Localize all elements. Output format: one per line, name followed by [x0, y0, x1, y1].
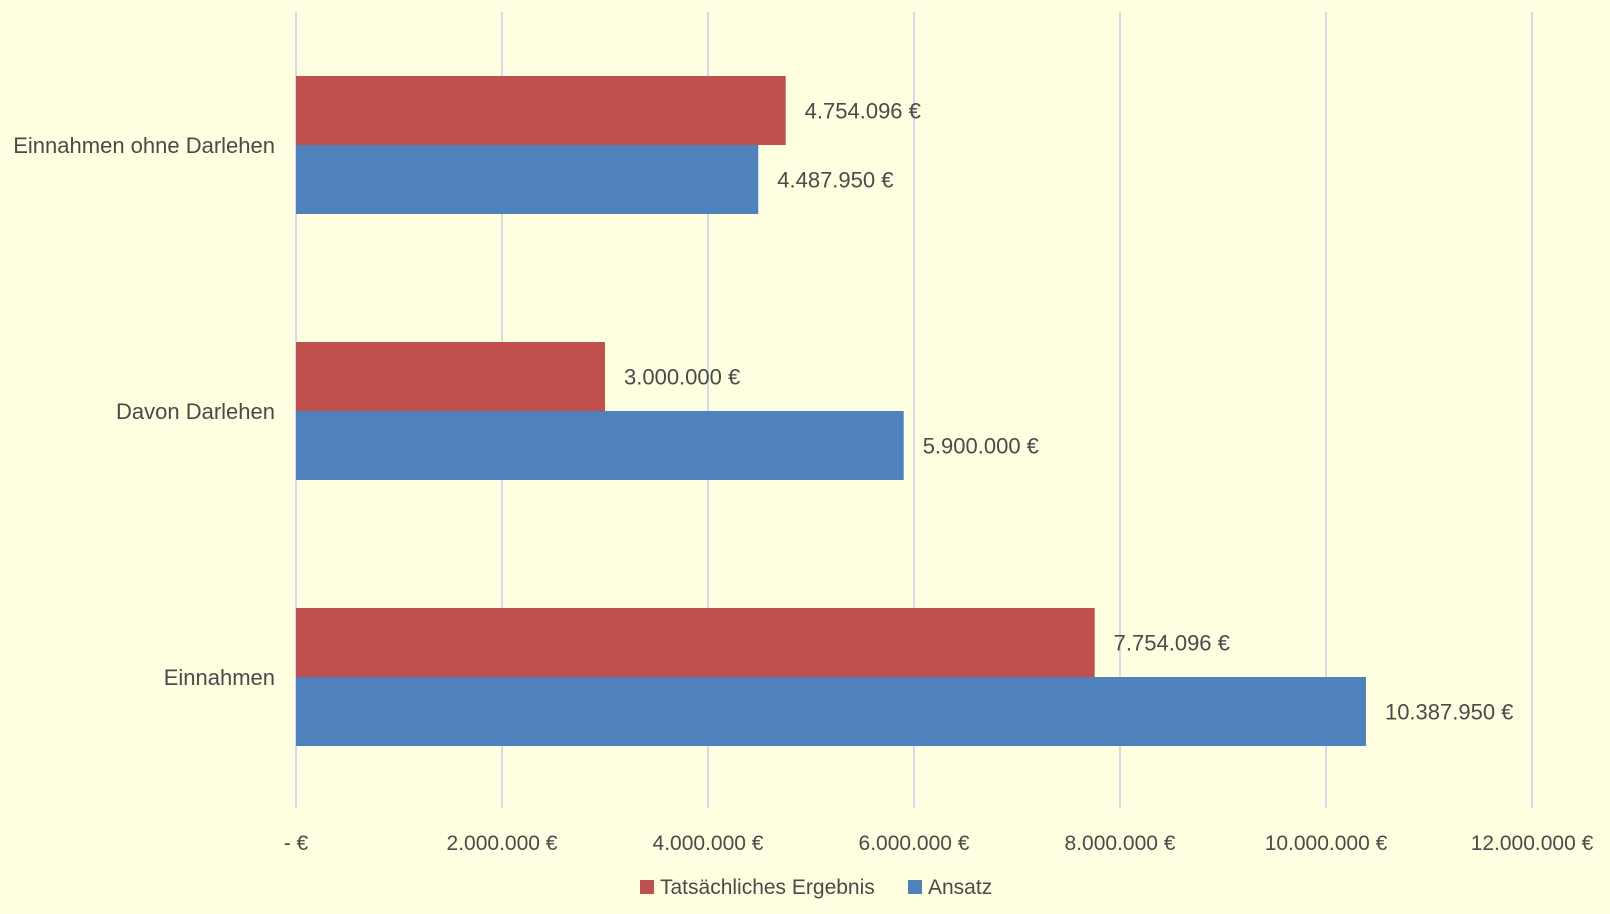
data-label: 3.000.000 € [624, 365, 740, 390]
data-label: 10.387.950 € [1385, 700, 1513, 725]
x-tick-label: 8.000.000 € [1065, 832, 1176, 855]
data-label: 7.754.096 € [1114, 631, 1230, 656]
x-tick-label: - € [284, 832, 309, 855]
x-tick-label: 10.000.000 € [1265, 832, 1388, 855]
category-labels: Einnahmen ohne Darlehen Davon Darlehen Ein… [13, 133, 275, 690]
legend-swatch [908, 880, 922, 894]
data-labels: 4.754.096 € 4.487.950 € 3.000.000 € 5.900.0… [624, 99, 1513, 725]
bar-ergebnis [296, 76, 786, 145]
x-axis-tick-labels: - € 2.000.000 € 4.000.000 € 6.000.000 € 8.00… [284, 832, 1594, 855]
legend-label: Tatsächliches Ergebnis [660, 876, 875, 899]
bar-ansatz [296, 677, 1366, 746]
data-label: 4.754.096 € [805, 99, 921, 124]
x-tick-label: 6.000.000 € [859, 832, 970, 855]
x-tick-label: 4.000.000 € [653, 832, 764, 855]
bar-ansatz [296, 411, 904, 480]
legend-swatch [640, 880, 654, 894]
legend: Tatsächliches Ergebnis Ansatz [640, 876, 992, 899]
data-label: 5.900.000 € [923, 434, 1039, 459]
category-label: Einnahmen ohne Darlehen [13, 133, 275, 158]
category-label: Davon Darlehen [116, 399, 275, 424]
bar-ansatz [296, 145, 759, 214]
x-tick-label: 2.000.000 € [447, 832, 558, 855]
category-label: Einnahmen [164, 665, 275, 690]
bar-ergebnis [296, 608, 1095, 677]
data-label: 4.487.950 € [777, 168, 893, 193]
bars [296, 76, 1366, 746]
bar-ergebnis [296, 342, 605, 411]
x-tick-label: 12.000.000 € [1471, 832, 1594, 855]
legend-label: Ansatz [928, 876, 992, 899]
